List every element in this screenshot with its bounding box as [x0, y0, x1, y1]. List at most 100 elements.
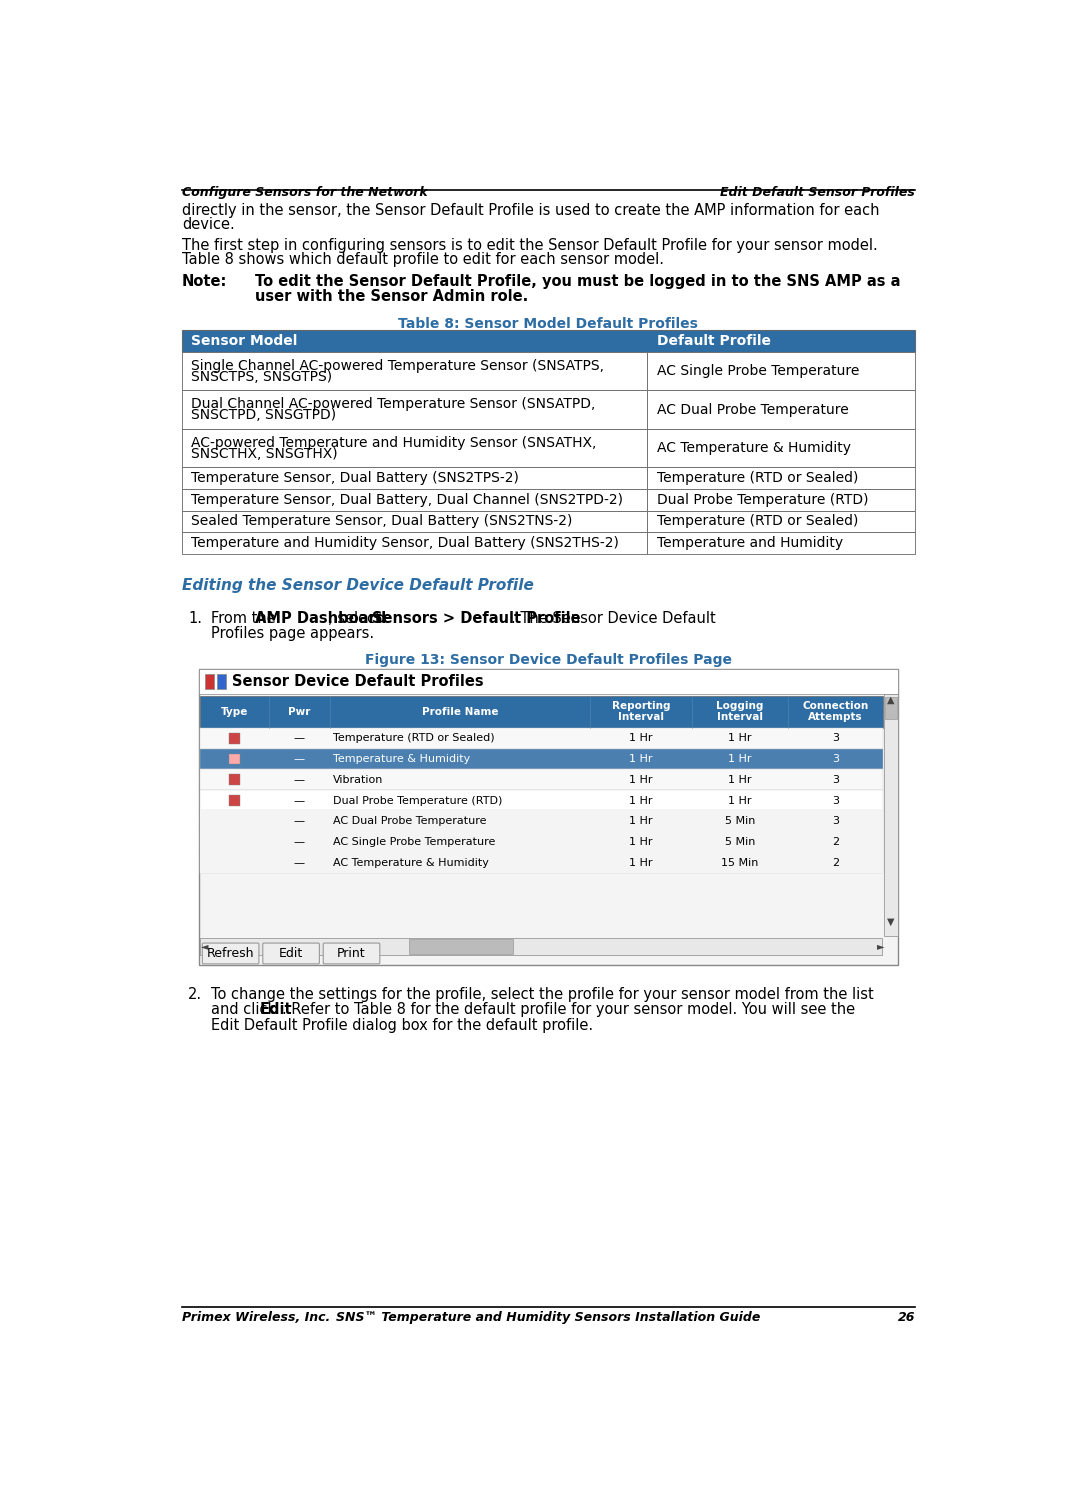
Text: From the: From the [211, 610, 280, 625]
Text: 2: 2 [831, 838, 839, 847]
Text: Refresh: Refresh [207, 947, 255, 960]
Text: —: — [294, 733, 305, 744]
Text: AC Dual Probe Temperature: AC Dual Probe Temperature [333, 817, 487, 826]
Text: —: — [294, 796, 305, 806]
Text: ▲: ▲ [887, 696, 895, 705]
Text: AC Single Probe Temperature: AC Single Probe Temperature [333, 838, 495, 847]
Text: Single Channel AC-powered Temperature Sensor (SNSATPS,: Single Channel AC-powered Temperature Se… [192, 359, 605, 373]
Text: Table 8 shows which default profile to edit for each sensor model.: Table 8 shows which default profile to e… [182, 251, 663, 266]
Text: ◄: ◄ [200, 941, 208, 951]
Bar [200, 938, 883, 954]
Text: Type: Type [220, 706, 248, 717]
Bar [182, 510, 647, 533]
Text: , select: , select [327, 610, 385, 625]
Text: Figure 13: Sensor Device Default Profiles Page: Figure 13: Sensor Device Default Profile… [365, 654, 732, 667]
Bar [409, 939, 514, 954]
Text: Profiles page appears.: Profiles page appears. [211, 627, 374, 642]
Bar [884, 694, 898, 936]
Bar [200, 729, 883, 748]
Text: directly in the sensor, the Sensor Default Profile is used to create the AMP inf: directly in the sensor, the Sensor Defau… [182, 203, 880, 218]
Text: . The Sensor Device Default: . The Sensor Device Default [511, 610, 716, 625]
Text: Edit: Edit [279, 947, 303, 960]
Text: Vibration: Vibration [333, 775, 384, 785]
Text: Temperature Sensor, Dual Battery (SNS2TPS-2): Temperature Sensor, Dual Battery (SNS2TP… [192, 471, 519, 485]
Text: 3: 3 [831, 775, 839, 785]
Bar [647, 533, 915, 554]
Text: 26: 26 [898, 1312, 915, 1324]
Text: SNSCTPS, SNSGTPS): SNSCTPS, SNSGTPS) [192, 370, 332, 383]
Text: To change the settings for the profile, select the profile for your sensor model: To change the settings for the profile, … [211, 986, 874, 1002]
FancyBboxPatch shape [263, 942, 319, 963]
Text: 2: 2 [831, 859, 839, 868]
Text: user with the Sensor Admin role.: user with the Sensor Admin role. [256, 289, 529, 304]
Text: 3: 3 [831, 796, 839, 806]
Bar [229, 733, 240, 744]
Text: 1 Hr: 1 Hr [728, 775, 751, 785]
Text: and click: and click [211, 1002, 281, 1017]
Text: Interval: Interval [617, 712, 663, 723]
Text: —: — [294, 775, 305, 785]
Text: . Refer to Table 8 for the default profile for your sensor model. You will see t: . Refer to Table 8 for the default profi… [282, 1002, 856, 1017]
Bar [200, 696, 883, 729]
Text: Reporting: Reporting [612, 702, 670, 711]
Text: Sensors > Default Profile: Sensors > Default Profile [371, 610, 580, 625]
Text: AC-powered Temperature and Humidity Sensor (SNSATHX,: AC-powered Temperature and Humidity Sens… [192, 435, 596, 450]
Text: 1 Hr: 1 Hr [728, 754, 751, 764]
Text: Profile Name: Profile Name [422, 706, 499, 717]
Text: Sensor Model: Sensor Model [192, 334, 297, 349]
Text: 3: 3 [831, 733, 839, 744]
Bar [229, 857, 240, 868]
Text: Table 8: Sensor Model Default Profiles: Table 8: Sensor Model Default Profiles [398, 317, 699, 331]
Text: 1.: 1. [188, 610, 202, 625]
Bar [647, 352, 915, 390]
Text: Attempts: Attempts [808, 712, 862, 723]
Text: 3: 3 [831, 817, 839, 826]
Text: 1 Hr: 1 Hr [629, 817, 653, 826]
Text: 1 Hr: 1 Hr [629, 754, 653, 764]
Text: Temperature (RTD or Sealed): Temperature (RTD or Sealed) [657, 515, 858, 528]
Text: 2.: 2. [188, 986, 202, 1002]
Text: 5 Min: 5 Min [724, 838, 755, 847]
Text: Note:: Note: [182, 274, 227, 289]
Text: ►: ► [877, 941, 885, 951]
Text: SNS™ Temperature and Humidity Sensors Installation Guide: SNS™ Temperature and Humidity Sensors In… [336, 1312, 761, 1324]
Bar [200, 853, 883, 874]
Bar [199, 669, 898, 965]
Bar [199, 669, 898, 694]
Text: —: — [294, 817, 305, 826]
Bar [229, 815, 240, 827]
Bar [647, 510, 915, 533]
Bar [182, 331, 915, 352]
Text: Temperature Sensor, Dual Battery, Dual Channel (SNS2TPD-2): Temperature Sensor, Dual Battery, Dual C… [192, 492, 623, 507]
Text: Default Profile: Default Profile [657, 334, 770, 349]
Bar [200, 832, 883, 853]
Text: AMP Dashboard: AMP Dashboard [255, 610, 386, 625]
Bar [200, 811, 883, 832]
FancyBboxPatch shape [323, 942, 380, 963]
Text: —: — [294, 859, 305, 868]
Bar [229, 775, 240, 785]
Text: AC Temperature & Humidity: AC Temperature & Humidity [657, 441, 851, 455]
Bar [182, 489, 647, 510]
Bar [647, 390, 915, 429]
Text: AC Temperature & Humidity: AC Temperature & Humidity [333, 859, 489, 868]
Text: 1 Hr: 1 Hr [728, 733, 751, 744]
Text: 5 Min: 5 Min [724, 817, 755, 826]
Text: Dual Probe Temperature (RTD): Dual Probe Temperature (RTD) [333, 796, 503, 806]
Text: Editing the Sensor Device Default Profile: Editing the Sensor Device Default Profil… [182, 579, 534, 594]
Text: AC Dual Probe Temperature: AC Dual Probe Temperature [657, 402, 849, 417]
Text: Sealed Temperature Sensor, Dual Battery (SNS2TNS-2): Sealed Temperature Sensor, Dual Battery … [192, 515, 572, 528]
Text: Print: Print [337, 947, 366, 960]
Text: 1 Hr: 1 Hr [629, 859, 653, 868]
Text: Edit Default Profile dialog box for the default profile.: Edit Default Profile dialog box for the … [211, 1017, 594, 1032]
Text: device.: device. [182, 217, 234, 232]
Text: Interval: Interval [717, 712, 763, 723]
Bar [647, 489, 915, 510]
Text: 3: 3 [831, 754, 839, 764]
Text: SNSCTHX, SNSGTHX): SNSCTHX, SNSGTHX) [192, 447, 338, 461]
Text: 1 Hr: 1 Hr [629, 733, 653, 744]
Text: SNSCTPD, SNSGTPD): SNSCTPD, SNSGTPD) [192, 408, 336, 422]
Text: Sensor Device Default Profiles: Sensor Device Default Profiles [232, 673, 484, 688]
Text: To edit the Sensor Default Profile, you must be logged in to the SNS AMP as a: To edit the Sensor Default Profile, you … [256, 274, 901, 289]
Bar [229, 754, 240, 764]
